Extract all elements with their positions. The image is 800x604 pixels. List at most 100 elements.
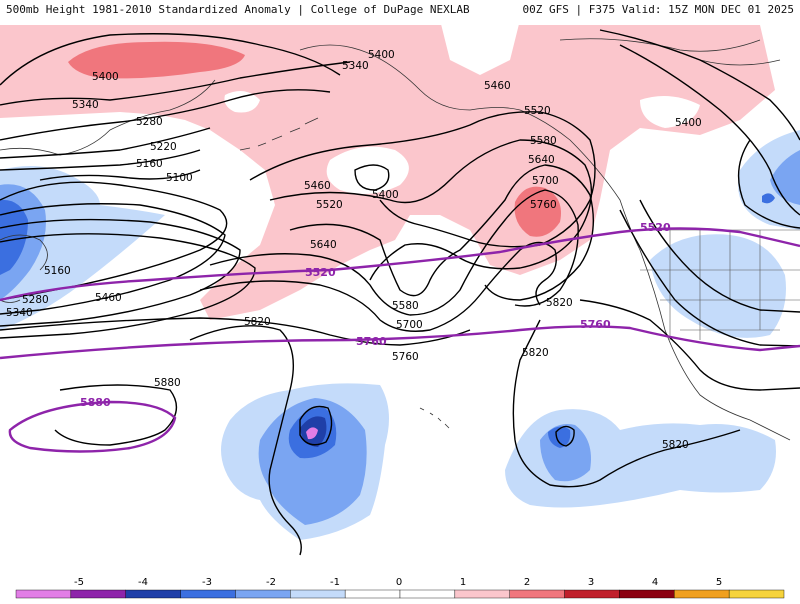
contour-low-nw-3 xyxy=(0,218,241,327)
contour-label: 5580 xyxy=(530,135,557,147)
colorbar-segment xyxy=(728,589,785,599)
contour-label: 5700 xyxy=(396,319,423,331)
colorbar-ticks: -5 -4 -3 -2 -1 0 1 2 3 4 5 xyxy=(74,577,722,588)
contour-label: 5580 xyxy=(392,300,419,312)
contour-5880-w xyxy=(54,384,178,446)
colorbar-segments xyxy=(15,589,785,599)
negative-anomaly-ne-light xyxy=(650,130,800,338)
contour-5220-nw xyxy=(0,127,211,159)
colorbar-segment xyxy=(235,589,291,599)
ref-contour-5520 xyxy=(0,227,800,302)
contour-label: 5460 xyxy=(484,80,511,92)
contour-5280-nw xyxy=(0,89,331,141)
contour-label: 5820 xyxy=(244,316,271,328)
positive-anomaly-hole-2 xyxy=(224,91,260,113)
height-contour-labels: 5400 5400 5340 5340 5280 5220 5160 5100 … xyxy=(6,49,702,451)
map-panel: 5400 5400 5340 5340 5280 5220 5160 5100 … xyxy=(0,20,800,572)
contour-label: 5220 xyxy=(150,141,177,153)
contour-south-low xyxy=(299,405,333,446)
colorbar-tick-label: 3 xyxy=(588,577,594,588)
coastline-alaska xyxy=(299,44,791,441)
contour-label: 5760 xyxy=(530,199,557,211)
colorbar-segment xyxy=(454,589,510,599)
colorbar-graphic: -5 -4 -3 -2 -1 0 1 2 3 4 5 xyxy=(15,577,785,599)
title-bar: 500mb Height 1981-2010 Standardized Anom… xyxy=(0,0,800,20)
contour-label: 5280 xyxy=(136,116,163,128)
colorbar-segment xyxy=(619,589,675,599)
ref-contour-5760 xyxy=(0,325,800,360)
reference-label: 5520 xyxy=(640,221,671,234)
contour-label: 5460 xyxy=(95,292,122,304)
contour-label: 5700 xyxy=(532,175,559,187)
colorbar-tick-label: -2 xyxy=(266,577,276,588)
colorbar-tick-label: -5 xyxy=(74,577,84,588)
contour-label: 5820 xyxy=(662,439,689,451)
negative-anomaly-ne-mid xyxy=(770,150,800,205)
colorbar-tick-label: -3 xyxy=(202,577,212,588)
colorbar-segment xyxy=(399,589,456,599)
contour-5700-mid xyxy=(199,241,557,332)
contour-5820-mid xyxy=(189,325,302,556)
negative-anomaly-south-mid xyxy=(258,398,367,525)
contour-label: 5520 xyxy=(524,105,551,117)
contour-5820-center xyxy=(512,319,741,488)
contour-label: 5100 xyxy=(166,172,193,184)
negative-anomaly-se-strong xyxy=(548,426,571,448)
colorbar-segment xyxy=(290,589,346,599)
colorbar: -5 -4 -3 -2 -1 0 1 2 3 4 5 xyxy=(0,574,800,600)
contour-ne-3 xyxy=(639,199,800,313)
colorbar-tick-label: 0 xyxy=(396,577,402,588)
reference-contours xyxy=(0,227,800,453)
colorbar-segment xyxy=(509,589,565,599)
colorbar-tick-label: 2 xyxy=(524,577,530,588)
ref-contour-5880 xyxy=(8,400,177,453)
contour-5580-n xyxy=(289,164,595,301)
contour-5640-mid xyxy=(209,189,579,316)
negative-anomaly-nw-strong xyxy=(0,199,28,275)
map-title: 500mb Height 1981-2010 Standardized Anom… xyxy=(6,3,470,16)
colorbar-segment xyxy=(674,589,730,599)
contour-ne-5 xyxy=(737,139,800,229)
colorbar-tick-label: 1 xyxy=(460,577,466,588)
coastline-hawaii xyxy=(419,407,450,429)
positive-anomaly-hole-3 xyxy=(640,96,700,128)
reference-label: 5760 xyxy=(580,318,611,331)
contour-5760-mid xyxy=(0,317,471,346)
colorbar-segment xyxy=(15,589,72,599)
contour-5520-mid xyxy=(269,139,593,281)
contour-label: 5340 xyxy=(6,307,33,319)
contour-ne-1 xyxy=(599,29,800,141)
model-run-info: 00Z GFS | F375 Valid: 15Z MON DEC 01 202… xyxy=(522,3,794,16)
colorbar-tick-label: -1 xyxy=(330,577,340,588)
contour-5460-mid xyxy=(249,111,596,248)
contour-label: 5340 xyxy=(342,60,369,72)
anomaly-map: 5400 5400 5340 5340 5280 5220 5160 5100 … xyxy=(0,20,800,572)
positive-anomaly-hole-4 xyxy=(440,20,520,75)
contour-label: 5820 xyxy=(522,347,549,359)
colorbar-segment xyxy=(125,589,181,599)
contour-label: 5160 xyxy=(136,158,163,170)
contour-label: 5760 xyxy=(392,351,419,363)
contour-label: 5400 xyxy=(368,49,395,61)
coastline-aleutians xyxy=(239,117,319,151)
contour-label: 5400 xyxy=(675,117,702,129)
height-contours xyxy=(0,29,800,556)
contour-label: 5880 xyxy=(154,377,181,389)
contour-5400-n-closed xyxy=(354,164,390,191)
contour-label: 5640 xyxy=(528,154,555,166)
positive-max-nw xyxy=(68,41,245,79)
contour-label: 5160 xyxy=(44,265,71,277)
contour-label: 5520 xyxy=(316,199,343,211)
state-borders xyxy=(640,230,800,340)
contour-label: 5640 xyxy=(310,239,337,251)
negative-anomaly-ne-dot xyxy=(762,193,775,204)
contour-label: 5400 xyxy=(372,189,399,201)
reference-label: 5520 xyxy=(305,266,336,279)
colorbar-tick-label: -4 xyxy=(138,577,148,588)
contour-label: 5280 xyxy=(22,294,49,306)
colorbar-segment xyxy=(70,589,126,599)
contour-label: 5400 xyxy=(92,71,119,83)
reference-label: 5760 xyxy=(356,335,387,348)
reference-contour-labels: 5520 5520 5760 5760 5880 xyxy=(80,221,671,409)
contour-ne-2 xyxy=(619,44,800,216)
